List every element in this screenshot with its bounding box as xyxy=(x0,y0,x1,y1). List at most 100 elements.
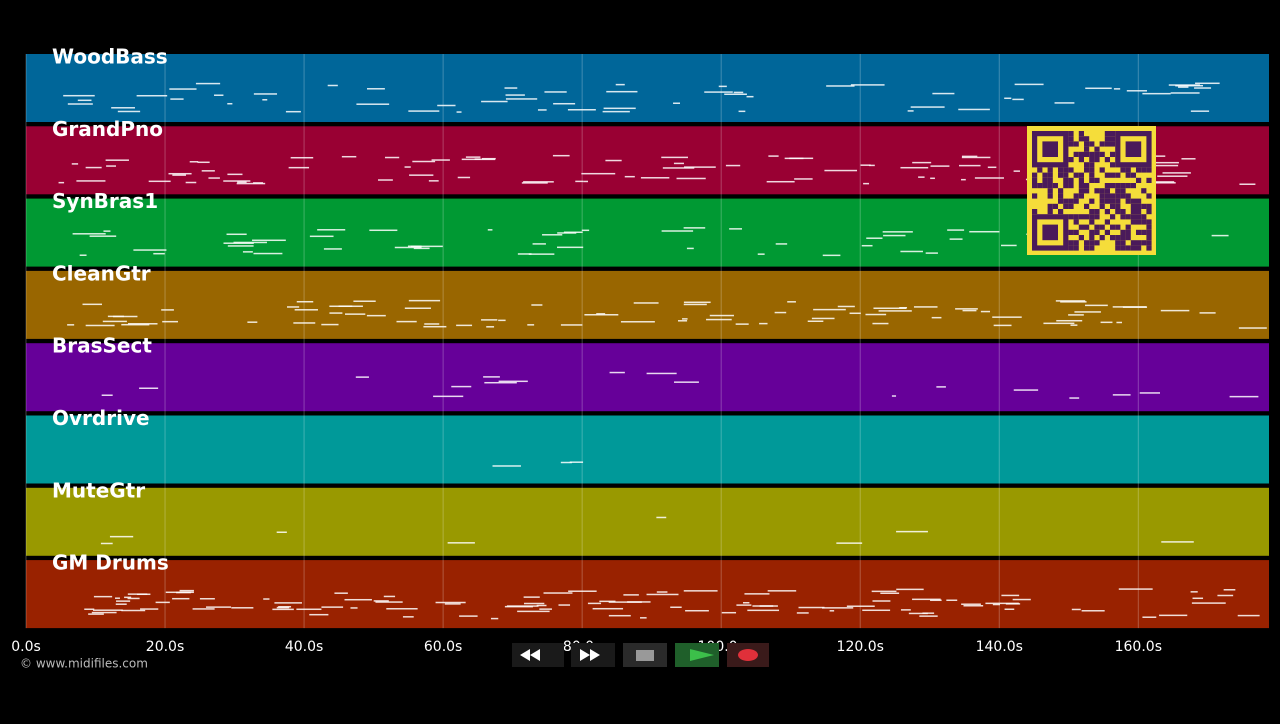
note xyxy=(930,599,942,602)
note xyxy=(369,229,398,232)
note xyxy=(1055,300,1086,302)
qr-module xyxy=(1094,240,1100,246)
note xyxy=(106,165,116,167)
note xyxy=(1085,304,1108,307)
note xyxy=(1161,541,1194,543)
note xyxy=(531,304,543,306)
note xyxy=(683,590,718,592)
note xyxy=(682,318,688,320)
qr-module xyxy=(1058,172,1064,178)
qr-module xyxy=(1094,224,1100,230)
note xyxy=(236,182,266,185)
qr-module xyxy=(1136,177,1142,183)
qr-module xyxy=(1078,151,1084,157)
qr-module xyxy=(1047,167,1053,173)
note xyxy=(724,93,747,95)
note xyxy=(1148,164,1179,167)
note xyxy=(1199,312,1216,314)
note xyxy=(197,161,210,164)
note xyxy=(72,233,106,235)
note xyxy=(922,612,935,614)
qr-module xyxy=(1032,177,1038,183)
qr-module xyxy=(1058,198,1064,204)
note xyxy=(646,372,677,375)
note xyxy=(599,600,616,603)
note xyxy=(1142,616,1157,618)
qr-module xyxy=(1125,167,1131,173)
note xyxy=(946,599,958,601)
qr-module xyxy=(1078,193,1084,199)
qr-module xyxy=(1136,229,1142,235)
note xyxy=(373,600,389,602)
qr-module xyxy=(1042,183,1048,189)
time-tick-label: 140.0s xyxy=(976,639,1023,655)
note xyxy=(980,310,991,313)
qr-module xyxy=(1146,229,1152,235)
note xyxy=(744,593,770,595)
qr-module xyxy=(1073,219,1079,225)
qr-module xyxy=(1110,141,1116,147)
note xyxy=(891,395,897,397)
note xyxy=(882,231,913,233)
note xyxy=(84,608,95,610)
note xyxy=(900,250,923,253)
note xyxy=(969,230,1000,233)
qr-module xyxy=(1099,193,1105,199)
qr-module xyxy=(1099,151,1105,157)
qr-module xyxy=(1099,203,1105,209)
note xyxy=(866,237,883,239)
note xyxy=(226,233,247,236)
note xyxy=(103,230,111,232)
note xyxy=(168,172,192,175)
note xyxy=(961,156,991,159)
note xyxy=(456,111,462,113)
qr-module xyxy=(1110,198,1116,204)
note xyxy=(624,175,635,178)
qr-module xyxy=(1068,167,1074,173)
qr-module xyxy=(1068,136,1074,142)
note xyxy=(850,84,885,86)
qr-module xyxy=(1136,203,1142,209)
note xyxy=(1162,172,1191,174)
note xyxy=(517,253,532,255)
note xyxy=(962,309,977,312)
qr-module xyxy=(1110,162,1116,168)
note xyxy=(606,90,638,93)
note xyxy=(137,593,151,596)
note xyxy=(849,312,861,315)
qr-module xyxy=(1146,240,1152,246)
qr-module xyxy=(1146,219,1152,225)
note xyxy=(288,166,310,169)
note xyxy=(1195,82,1220,85)
transport xyxy=(512,643,769,667)
qr-module xyxy=(1068,157,1074,163)
qr-module xyxy=(1047,172,1053,178)
time-tick-label: 40.0s xyxy=(285,639,323,655)
qr-module xyxy=(1120,245,1126,251)
qr-module xyxy=(1115,224,1121,230)
note xyxy=(646,593,679,596)
note xyxy=(1237,614,1260,617)
note xyxy=(623,594,639,596)
qr-module xyxy=(1078,131,1084,137)
note xyxy=(486,326,495,328)
note xyxy=(860,164,871,166)
note xyxy=(931,316,942,319)
note xyxy=(487,229,493,231)
qr-module xyxy=(1068,245,1074,251)
qr-module xyxy=(1110,172,1116,178)
qr-module xyxy=(1032,193,1038,199)
qr-module xyxy=(1125,198,1131,204)
note xyxy=(350,607,358,609)
qr-module xyxy=(1115,203,1121,209)
note xyxy=(558,604,571,606)
note xyxy=(321,606,344,608)
qr-module xyxy=(1120,214,1126,220)
track-lane xyxy=(26,415,1269,484)
qr-module xyxy=(1110,131,1116,137)
qr-module xyxy=(1099,188,1105,194)
qr-module xyxy=(1063,183,1069,189)
note xyxy=(542,234,563,236)
qr-module xyxy=(1099,167,1105,173)
note xyxy=(115,597,120,599)
